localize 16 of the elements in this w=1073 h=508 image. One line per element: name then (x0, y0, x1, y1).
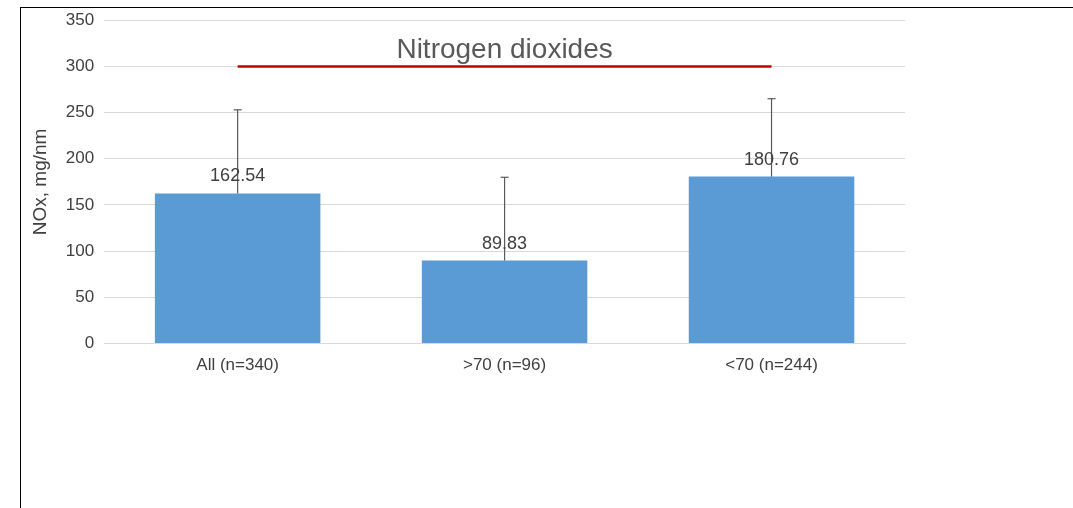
y-tick-label: 350 (65, 9, 95, 29)
x-tick-label: <70 (n=244) (725, 355, 818, 375)
text: Nitrogen dioxides (396, 32, 613, 64)
y-tick-label: 200 (65, 148, 95, 168)
y-tick-label: 100 (65, 240, 95, 260)
x-tick-label: >70 (n=96) (462, 355, 547, 375)
y-axis-title: NOx, mg/nm (28, 128, 50, 236)
y-tick-label: 300 (65, 56, 95, 76)
y-tick-label: 250 (65, 102, 95, 122)
bar (688, 176, 855, 344)
bar (154, 193, 321, 344)
y-tick-label: 0 (84, 333, 95, 353)
y-tick-label: 150 (65, 194, 95, 214)
bar (421, 260, 588, 344)
x-tick-label: All (n=340) (196, 355, 279, 375)
y-tick-label: 50 (75, 287, 95, 307)
